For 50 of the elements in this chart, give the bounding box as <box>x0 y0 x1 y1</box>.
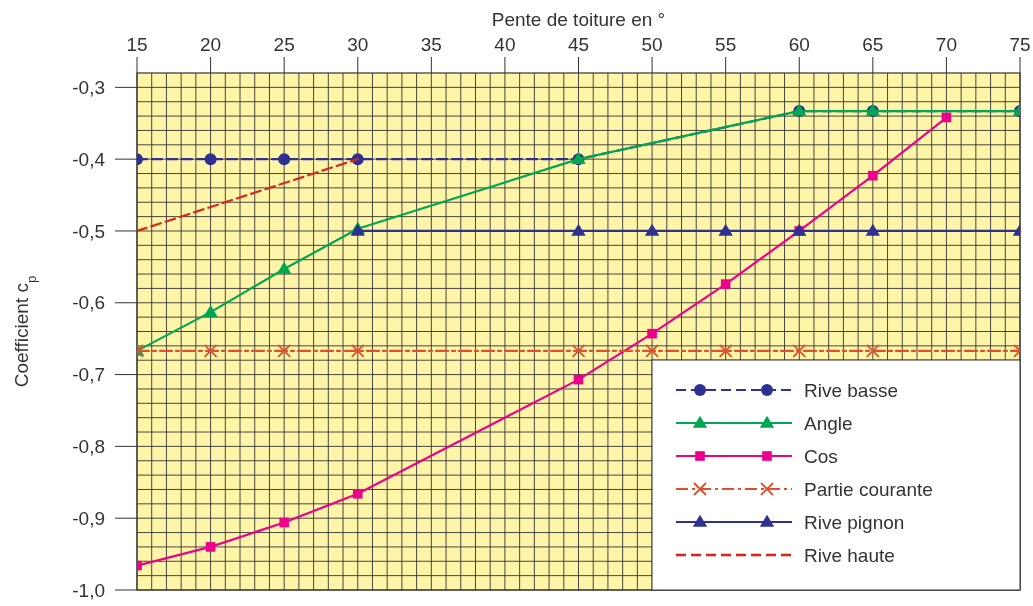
y-tick-label: -0,4 <box>72 148 106 170</box>
x-tick-label: 15 <box>126 34 148 55</box>
x-tick-label: 60 <box>788 34 810 55</box>
x-tick-label: 70 <box>935 34 957 55</box>
point <box>203 304 218 317</box>
point <box>718 343 733 358</box>
y-tick-label: -0,5 <box>72 220 105 242</box>
point <box>203 343 218 358</box>
x-tick-label: 50 <box>641 34 663 55</box>
point <box>352 488 363 499</box>
y-tick-label: -1,0 <box>72 579 105 601</box>
point <box>571 343 586 358</box>
point <box>865 223 881 236</box>
x-tick-label: 35 <box>420 34 442 55</box>
legend-label: Angle <box>804 412 853 434</box>
point <box>571 223 586 236</box>
x-tick-label: 40 <box>494 34 516 55</box>
y-tick-label: -0,6 <box>72 292 105 314</box>
point <box>276 261 292 274</box>
legend-label: Rive haute <box>804 544 895 566</box>
point <box>278 153 291 166</box>
y-tick-label: -0,9 <box>72 507 105 529</box>
point <box>865 343 880 358</box>
legend-label: Cos <box>804 445 838 467</box>
x-tick-label: 55 <box>715 34 737 55</box>
x-tick-label: 25 <box>273 34 295 55</box>
x-tick-label: 45 <box>567 34 590 55</box>
x-tick-label: 75 <box>1009 34 1031 55</box>
point <box>644 223 660 236</box>
legend-label: Partie courante <box>804 478 933 500</box>
point <box>718 223 733 236</box>
point <box>792 343 807 358</box>
y-tick-label: -0,3 <box>72 77 105 99</box>
point <box>204 153 217 166</box>
point <box>645 343 659 358</box>
point <box>205 542 216 552</box>
x-tick-label: 20 <box>200 34 222 55</box>
point <box>868 170 878 181</box>
point <box>279 517 289 528</box>
x-axis-title: Pente de toiture en ° <box>491 9 666 30</box>
point <box>647 328 657 339</box>
legend-label: Rive pignon <box>804 511 905 533</box>
x-tick-label: 65 <box>862 34 884 55</box>
y-tick-label: -0,8 <box>72 436 105 458</box>
legend-label: Rive basse <box>804 379 898 401</box>
point <box>277 343 292 358</box>
point <box>720 279 731 289</box>
x-tick-label: 30 <box>347 34 369 55</box>
point <box>350 343 365 358</box>
y-tick-label: -0,7 <box>72 364 105 386</box>
